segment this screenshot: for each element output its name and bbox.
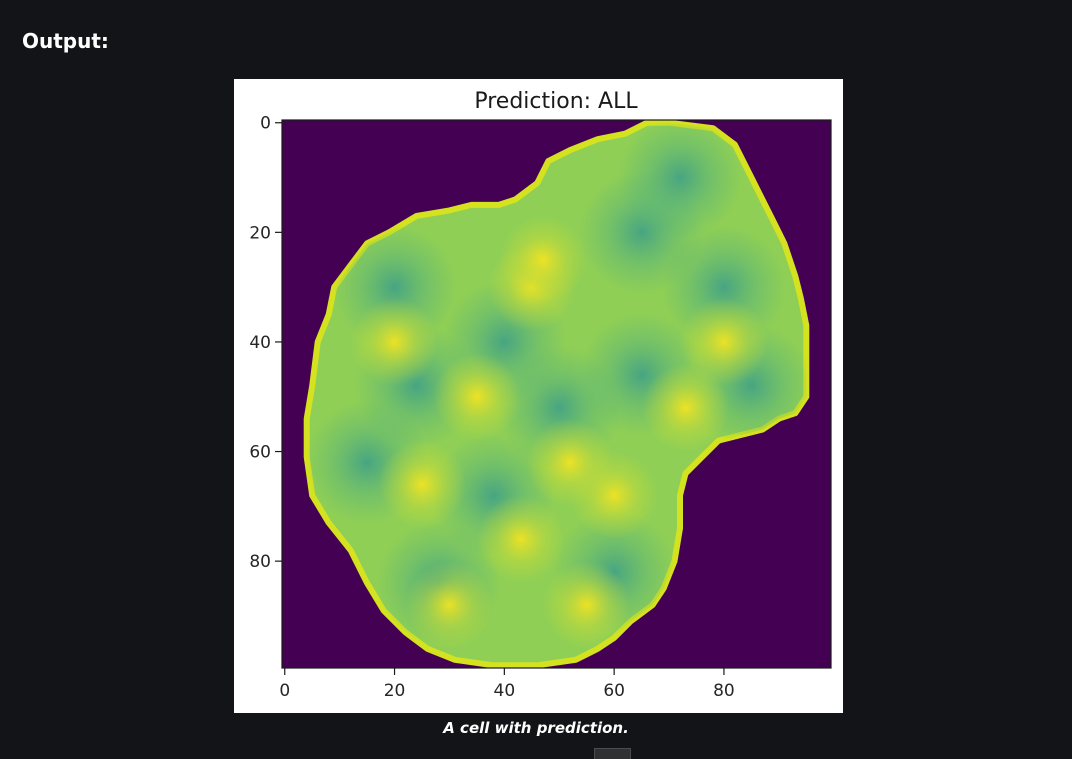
- y-tick-label: 20: [249, 223, 271, 243]
- x-tick-label: 20: [384, 681, 406, 701]
- section-heading: Output:: [22, 29, 109, 53]
- prediction-figure: Prediction: ALL 0 20 40 60 80 0 20 40 60 80: [234, 79, 843, 713]
- y-axis: 0 20 40 60 80: [249, 114, 282, 572]
- cell-bright-spot: [498, 215, 587, 304]
- cell-bright-spot: [476, 495, 565, 584]
- y-tick-label: 40: [249, 333, 271, 353]
- x-tick-label: 60: [603, 681, 625, 701]
- cell-dark-spot: [618, 122, 743, 240]
- figure-caption: A cell with prediction.: [443, 719, 629, 737]
- x-tick-label: 80: [713, 681, 735, 701]
- cell-bright-spot: [432, 352, 521, 441]
- cell-bright-spot: [679, 297, 768, 386]
- heatmap-plot: Prediction: ALL 0 20 40 60 80 0 20 40 60 80: [249, 89, 832, 701]
- x-tick-label: 40: [494, 681, 516, 701]
- y-tick-label: 0: [260, 114, 271, 134]
- cell-bright-spot: [542, 560, 631, 649]
- x-axis: 0 20 40 60 80: [279, 668, 735, 701]
- y-tick-label: 80: [249, 552, 271, 572]
- cell-bright-spot: [570, 451, 659, 540]
- cell-bright-spot: [405, 560, 494, 649]
- scroll-to-top-button[interactable]: [594, 748, 631, 759]
- cell-bright-spot: [377, 440, 466, 529]
- y-tick-label: 60: [249, 443, 271, 463]
- axes-frame: [281, 119, 832, 669]
- x-tick-label: 0: [279, 681, 290, 701]
- chart-title: Prediction: ALL: [474, 89, 638, 114]
- cell-bright-spot: [350, 297, 439, 386]
- cell-bright-spot: [641, 363, 730, 452]
